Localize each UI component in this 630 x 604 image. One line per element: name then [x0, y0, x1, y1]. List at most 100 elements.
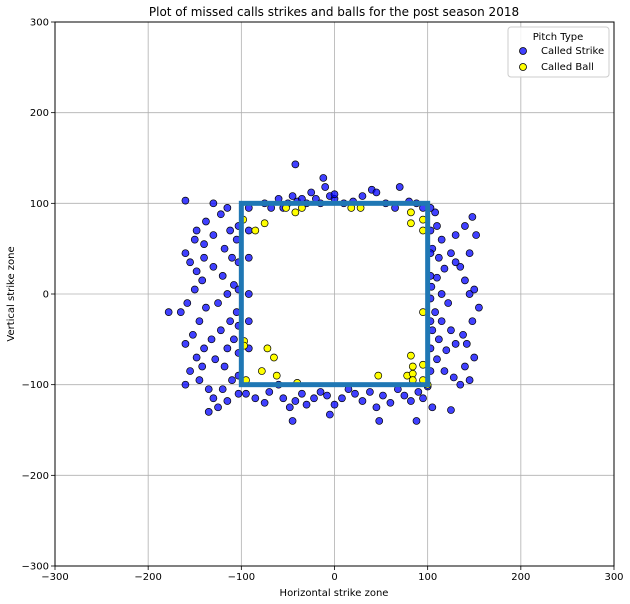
point-called-strike — [190, 235, 199, 244]
x-tick-label: −300 — [41, 572, 68, 583]
point-called-strike — [395, 183, 404, 191]
point-called-strike — [407, 397, 415, 405]
point-called-strike — [431, 208, 439, 217]
point-called-strike — [202, 217, 210, 226]
point-called-ball — [407, 208, 415, 217]
point-called-strike — [200, 253, 208, 262]
point-called-strike — [470, 285, 479, 294]
point-called-strike — [189, 330, 197, 339]
point-called-strike — [228, 253, 236, 262]
point-called-strike — [372, 403, 381, 412]
point-called-strike — [192, 226, 201, 235]
point-called-strike — [323, 391, 331, 400]
point-called-strike — [198, 276, 207, 285]
point-called-ball — [270, 353, 278, 362]
point-called-strike — [209, 394, 218, 403]
point-called-strike — [220, 362, 229, 371]
point-called-strike — [288, 417, 297, 425]
point-called-strike — [433, 355, 441, 364]
point-called-strike — [437, 317, 446, 326]
point-called-strike — [228, 376, 236, 384]
point-called-strike — [244, 290, 253, 298]
point-called-strike — [218, 272, 227, 280]
y-axis-ticks: −300 −200 −100 0 100 200 300 — [22, 18, 55, 573]
point-called-strike — [216, 210, 225, 219]
point-called-ball — [257, 367, 266, 375]
point-called-strike — [433, 222, 441, 230]
point-called-strike — [230, 335, 238, 344]
point-called-strike — [192, 353, 201, 362]
point-called-strike — [351, 389, 359, 398]
y-tick-label: −100 — [22, 380, 49, 391]
x-tick-label: −200 — [134, 572, 161, 583]
point-called-strike — [251, 394, 260, 403]
point-called-ball — [407, 351, 415, 360]
point-called-strike — [214, 403, 222, 412]
x-tick-label: −100 — [228, 572, 255, 583]
point-called-strike — [459, 330, 467, 339]
point-called-strike — [223, 397, 232, 405]
point-called-strike — [330, 190, 339, 199]
x-axis-ticks: −300 −200 −100 0 100 200 300 — [41, 566, 624, 583]
point-called-strike — [447, 326, 455, 335]
point-called-strike — [183, 299, 192, 307]
x-tick-label: 0 — [331, 572, 337, 583]
point-called-strike — [216, 326, 225, 335]
legend-marker-called-ball — [519, 63, 527, 71]
point-called-strike — [242, 389, 250, 398]
point-called-strike — [181, 196, 190, 205]
point-called-strike — [244, 253, 253, 262]
legend-title: Pitch Type — [533, 32, 584, 43]
point-called-strike — [444, 299, 453, 307]
point-called-strike — [202, 303, 210, 312]
point-called-strike — [431, 308, 439, 316]
point-called-strike — [434, 253, 443, 262]
point-called-strike — [186, 367, 194, 375]
point-called-strike — [447, 249, 455, 258]
point-called-strike — [437, 290, 446, 298]
point-called-strike — [437, 235, 446, 244]
point-called-strike — [226, 226, 235, 235]
point-called-strike — [291, 397, 300, 405]
point-called-strike — [200, 240, 208, 248]
point-called-ball — [408, 369, 417, 378]
y-tick-label: −200 — [22, 471, 49, 482]
point-called-strike — [204, 385, 213, 394]
point-called-strike — [433, 273, 441, 282]
point-called-strike — [207, 335, 216, 344]
point-called-strike — [468, 317, 477, 326]
point-called-strike — [244, 317, 253, 326]
point-called-strike — [338, 394, 346, 403]
point-called-strike — [307, 188, 316, 197]
point-called-strike — [234, 389, 243, 398]
point-called-strike — [461, 362, 469, 371]
point-called-strike — [186, 258, 194, 267]
point-called-ball — [263, 344, 272, 353]
y-tick-label: 200 — [30, 108, 49, 119]
point-called-strike — [330, 400, 339, 409]
chart-title: Plot of missed calls strikes and balls f… — [149, 5, 519, 19]
y-axis-title: Vertical strike zone — [6, 246, 17, 341]
point-called-ball — [260, 219, 269, 228]
point-called-ball — [272, 371, 281, 380]
point-called-strike — [223, 344, 232, 353]
point-called-strike — [181, 340, 190, 348]
strike-zone-rect — [238, 200, 431, 388]
point-called-strike — [449, 373, 458, 382]
x-axis-title: Horizontal strike zone — [280, 588, 389, 599]
point-called-strike — [218, 385, 227, 394]
point-called-strike — [468, 213, 477, 221]
legend-box — [507, 26, 610, 78]
x-tick-label: 200 — [511, 572, 530, 583]
point-called-strike — [209, 231, 218, 239]
y-tick-label: −300 — [22, 562, 49, 573]
point-called-strike — [358, 192, 367, 200]
point-called-strike — [386, 398, 395, 407]
point-called-strike — [451, 340, 460, 348]
y-tick-label: 100 — [30, 199, 49, 210]
point-called-strike — [310, 394, 318, 403]
point-called-strike — [316, 388, 325, 396]
strike-zone — [238, 200, 431, 388]
point-called-ball — [251, 226, 260, 235]
legend: Pitch Type Called Strike Called Ball — [507, 26, 610, 78]
